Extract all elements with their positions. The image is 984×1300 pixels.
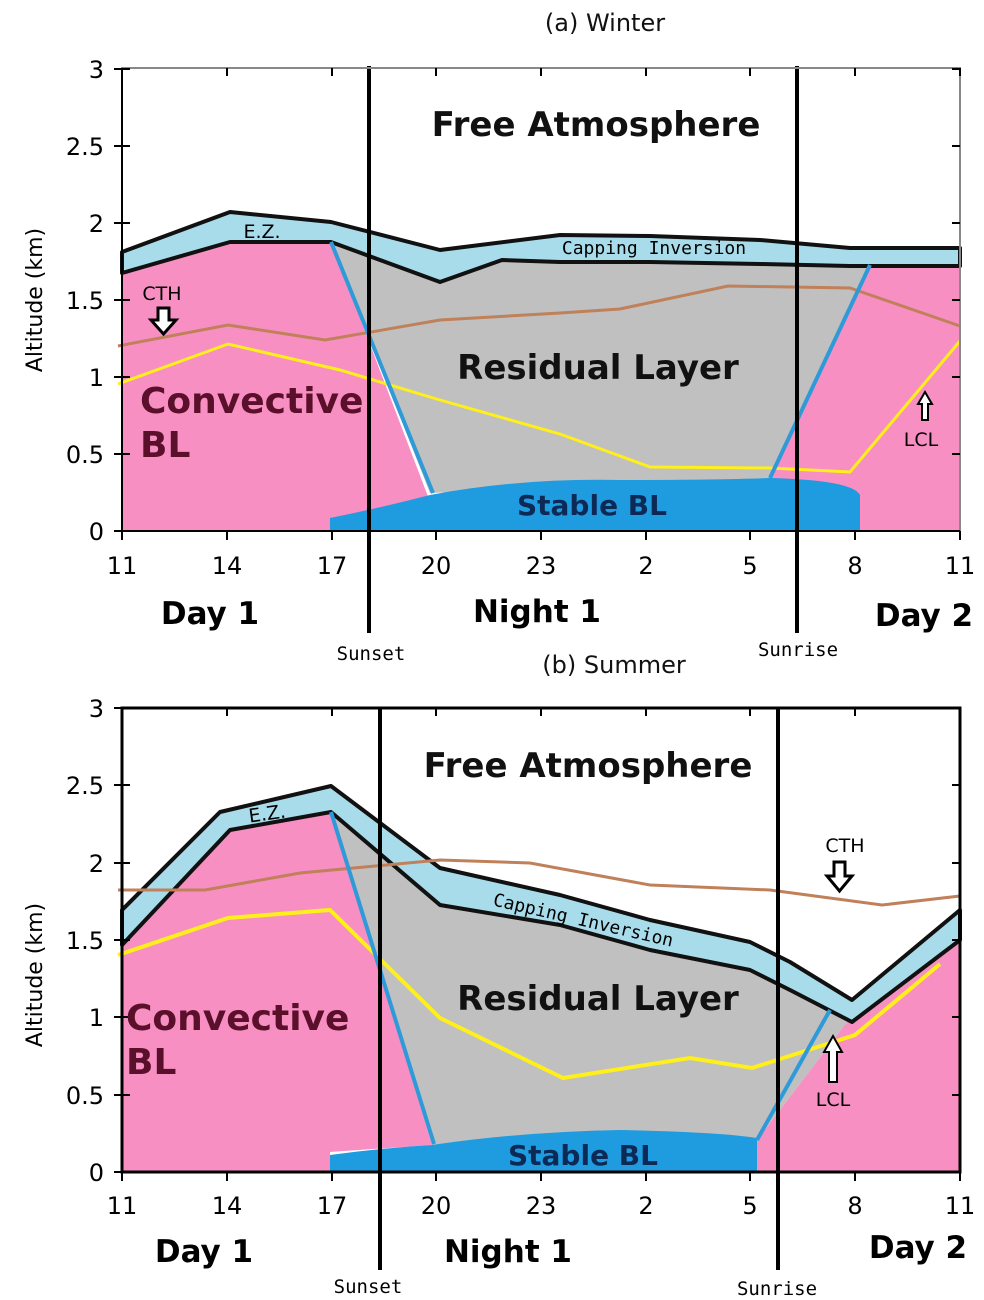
y-tick-label: 2.5 [66, 133, 104, 161]
x-tick-label: 14 [212, 1192, 243, 1220]
x-tick-label: 23 [526, 552, 557, 580]
x-tick-label: 2 [638, 552, 653, 580]
y-tick-label: 1.5 [66, 927, 104, 955]
convective-bl-label: Convective [140, 381, 363, 422]
cbl-growth-line [768, 264, 872, 479]
cth-label: CTH [825, 835, 864, 857]
y-tick-label: 2.5 [66, 772, 104, 800]
residual-layer-region [331, 242, 870, 493]
x-tick-label: 8 [847, 552, 862, 580]
stable-bl-label: Stable BL [508, 1139, 658, 1172]
x-tick-label: 11 [107, 1192, 138, 1220]
y-tick-label: 1 [89, 364, 104, 392]
sunset-label: Sunset [337, 643, 406, 665]
period-label-day1: Day 1 [155, 1234, 253, 1270]
sunrise-label: Sunrise [737, 1278, 817, 1300]
stable-bl-label: Stable BL [517, 489, 667, 522]
x-ticks [121, 708, 961, 1181]
lcl-arrow-icon [916, 390, 934, 421]
panel-winter: (a) Winter [23, 9, 975, 665]
x-tick-label: 17 [317, 552, 348, 580]
y-ticks [114, 707, 960, 1173]
period-label-night1: Night 1 [444, 1234, 572, 1270]
cth-arrow-icon [823, 860, 856, 894]
ez-label: E.Z. [247, 801, 287, 828]
y-tick-label: 0 [89, 518, 104, 546]
panel-summer: (b) Summer [23, 651, 975, 1300]
y-axis-label: Altitude (km) [23, 903, 48, 1047]
ez-label: E.Z. [243, 221, 280, 243]
cth-line [117, 284, 961, 348]
cbl-decay-line [329, 241, 435, 494]
x-tick-label: 20 [421, 552, 452, 580]
convective-bl-region-day1 [122, 812, 432, 1172]
period-label-day2: Day 2 [869, 1230, 967, 1266]
cbl-growth-line [755, 1009, 832, 1141]
sunrise-label: Sunrise [758, 639, 838, 661]
residual-layer-label: Residual Layer [457, 979, 739, 1019]
y-tick-label: 2 [89, 210, 104, 238]
lcl-line [117, 907, 942, 1081]
y-tick-label: 3 [89, 695, 104, 723]
period-label-night1: Night 1 [473, 594, 601, 630]
y-tick-label: 3 [89, 56, 104, 84]
x-tick-label: 5 [742, 552, 757, 580]
period-label-day1: Day 1 [161, 596, 259, 632]
y-axis-label: Altitude (km) [23, 228, 48, 372]
cth-label: CTH [142, 283, 181, 305]
y-tick-label: 0.5 [66, 441, 104, 469]
lcl-arrow-icon [822, 1033, 844, 1083]
x-tick-label: 8 [847, 1192, 862, 1220]
cth-arrow-icon [147, 306, 180, 337]
x-tick-label: 11 [107, 552, 138, 580]
y-tick-label: 1 [89, 1004, 104, 1032]
x-tick-label: 23 [526, 1192, 557, 1220]
convective-bl-label: Convective [126, 998, 349, 1039]
free-atmosphere-label: Free Atmosphere [424, 746, 753, 786]
x-tick-label: 20 [421, 1192, 452, 1220]
convective-bl-label: BL [140, 425, 190, 466]
convective-bl-region-day2 [770, 265, 960, 531]
x-tick-label: 14 [212, 552, 243, 580]
convective-bl-region-day2 [757, 936, 960, 1172]
lcl-line [117, 340, 962, 474]
capping-inversion-label: Capping Inversion [562, 238, 746, 259]
x-tick-label: 2 [638, 1192, 653, 1220]
lcl-label: LCL [904, 429, 939, 451]
x-ticks [121, 68, 961, 540]
y-tick-label: 2 [89, 850, 104, 878]
y-tick-label: 1.5 [66, 287, 104, 315]
convective-bl-region-day1 [122, 242, 440, 531]
inversion-band [120, 210, 962, 284]
convective-bl-label: BL [126, 1042, 176, 1083]
residual-layer-label: Residual Layer [457, 348, 739, 388]
x-tick-label: 11 [945, 552, 976, 580]
sunset-label: Sunset [334, 1276, 403, 1298]
lcl-label: LCL [816, 1089, 851, 1111]
x-tick-label: 5 [742, 1192, 757, 1220]
y-tick-label: 0 [89, 1159, 104, 1187]
cbl-decay-line [329, 811, 436, 1145]
free-atmosphere-label: Free Atmosphere [432, 105, 761, 145]
stable-bl-region [330, 1130, 757, 1172]
panel-title: (b) Summer [542, 651, 686, 679]
x-tick-label: 17 [317, 1192, 348, 1220]
y-tick-label: 0.5 [66, 1082, 104, 1110]
cth-line [118, 858, 961, 907]
stable-bl-region [330, 478, 860, 531]
period-label-day2: Day 2 [875, 598, 973, 634]
panel-title: (a) Winter [545, 9, 665, 37]
x-tick-label: 11 [945, 1192, 976, 1220]
